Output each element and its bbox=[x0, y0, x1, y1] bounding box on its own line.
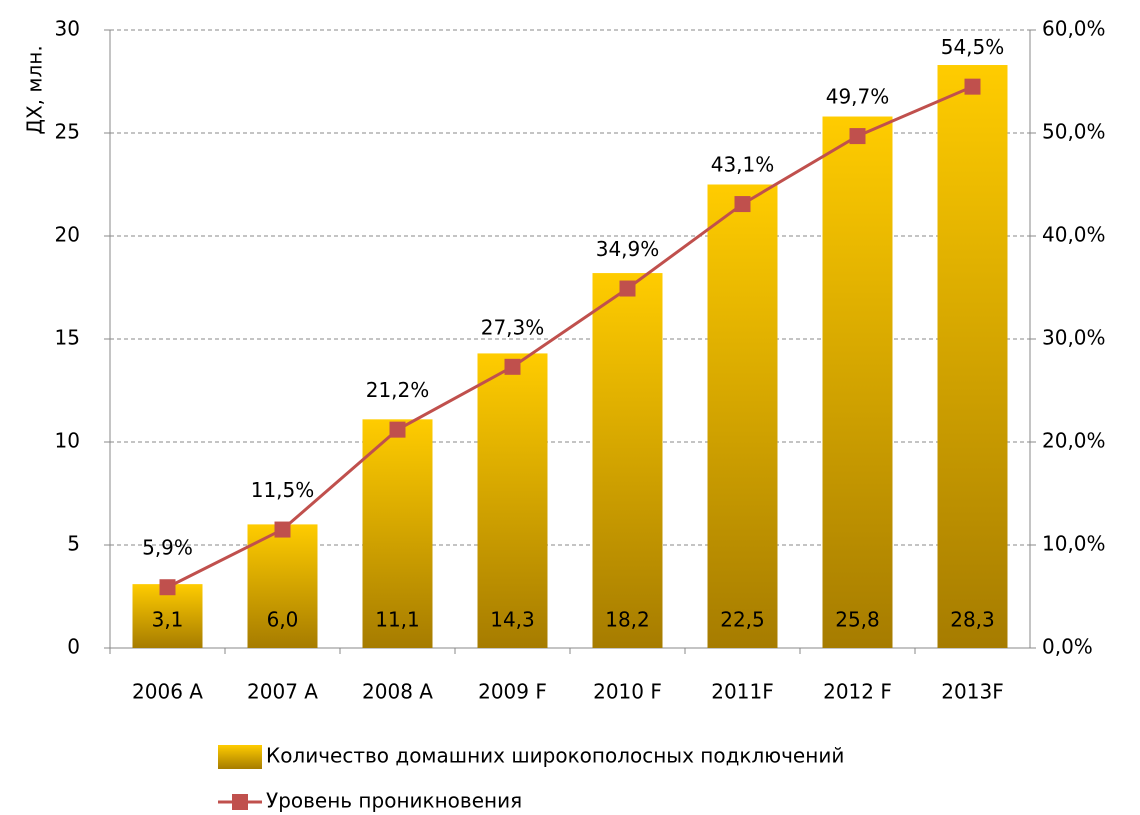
bar-value-label: 28,3 bbox=[950, 608, 995, 632]
line-marker bbox=[619, 280, 636, 297]
line-value-label: 49,7% bbox=[826, 85, 890, 109]
bar bbox=[362, 419, 433, 648]
line-value-label: 5,9% bbox=[142, 536, 193, 560]
bar bbox=[477, 353, 548, 648]
bar-value-label: 14,3 bbox=[490, 608, 535, 632]
y2-tick-label: 50,0% bbox=[1042, 120, 1106, 144]
legend-swatch bbox=[218, 745, 262, 769]
y-tick-label: 5 bbox=[67, 532, 80, 556]
line-marker bbox=[504, 358, 521, 375]
y-tick-label: 25 bbox=[55, 120, 80, 144]
x-tick-label: 2006 A bbox=[132, 680, 203, 704]
line-value-label: 54,5% bbox=[941, 35, 1005, 59]
bar-value-label: 3,1 bbox=[152, 608, 184, 632]
y2-tick-label: 30,0% bbox=[1042, 326, 1106, 350]
bar-value-label: 25,8 bbox=[835, 608, 880, 632]
y-tick-label: 10 bbox=[55, 429, 80, 453]
y-tick-label: 20 bbox=[55, 223, 80, 247]
line-value-label: 27,3% bbox=[481, 315, 545, 339]
y2-tick-label: 60,0% bbox=[1042, 17, 1106, 41]
legend-label: Уровень проникновения bbox=[266, 789, 522, 813]
bar bbox=[707, 184, 778, 648]
y2-tick-label: 40,0% bbox=[1042, 223, 1106, 247]
line-marker bbox=[734, 196, 751, 213]
bar-value-label: 22,5 bbox=[720, 608, 765, 632]
line-value-label: 34,9% bbox=[596, 237, 660, 261]
line-marker bbox=[274, 521, 291, 538]
x-tick-label: 2009 F bbox=[478, 680, 547, 704]
legend-swatch bbox=[232, 794, 248, 810]
x-tick-label: 2013F bbox=[941, 680, 1003, 704]
y-axis-label: ДХ, млн. bbox=[23, 45, 47, 134]
y-tick-label: 0 bbox=[67, 635, 80, 659]
x-tick-label: 2010 F bbox=[593, 680, 662, 704]
line-value-label: 43,1% bbox=[711, 153, 775, 177]
line bbox=[166, 85, 974, 589]
x-tick-label: 2008 A bbox=[362, 680, 433, 704]
line-value-label: 21,2% bbox=[366, 378, 430, 402]
x-tick-label: 2007 A bbox=[247, 680, 318, 704]
y-tick-label: 15 bbox=[55, 326, 80, 350]
line-marker bbox=[159, 579, 176, 596]
line-marker bbox=[389, 421, 406, 438]
legend-label: Количество домашних широкополосных подкл… bbox=[266, 744, 844, 768]
x-tick-label: 2012 F bbox=[823, 680, 892, 704]
y2-tick-label: 20,0% bbox=[1042, 429, 1106, 453]
bar-value-label: 11,1 bbox=[375, 608, 420, 632]
bar-value-label: 18,2 bbox=[605, 608, 650, 632]
bar bbox=[592, 273, 663, 648]
y2-tick-label: 0,0% bbox=[1042, 635, 1093, 659]
bar bbox=[247, 524, 318, 648]
line-marker bbox=[849, 128, 866, 145]
bar-value-label: 6,0 bbox=[267, 608, 299, 632]
line-marker bbox=[964, 78, 981, 95]
y2-tick-label: 10,0% bbox=[1042, 532, 1106, 556]
bar bbox=[822, 116, 893, 648]
line-value-label: 11,5% bbox=[251, 478, 315, 502]
y-tick-label: 30 bbox=[55, 17, 80, 41]
x-tick-label: 2011F bbox=[711, 680, 773, 704]
bar bbox=[937, 65, 1008, 648]
